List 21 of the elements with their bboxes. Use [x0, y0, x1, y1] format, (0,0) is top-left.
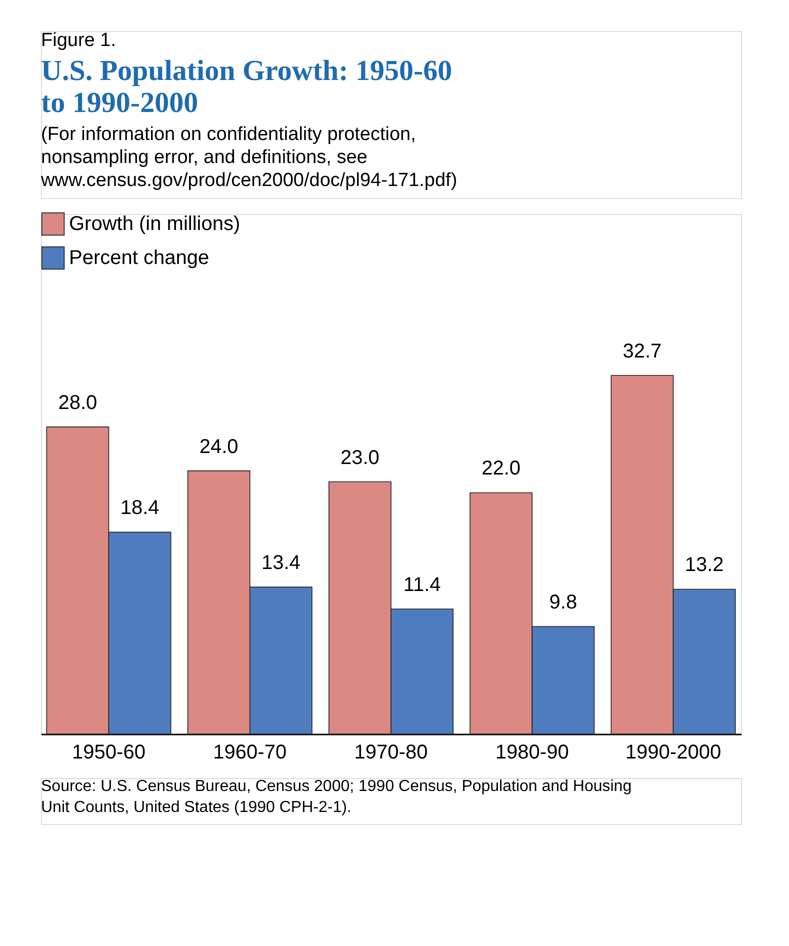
- data-label: 13.4: [261, 552, 300, 574]
- x-tick-label: 1980-90: [495, 742, 569, 764]
- x-tick-label: 1960-70: [213, 742, 287, 764]
- data-label: 32.7: [622, 340, 662, 362]
- data-label: 28.0: [58, 392, 98, 414]
- data-label: 24.0: [199, 436, 238, 458]
- chart-subtitle: (For information on confidentiality protection, nonsampling error, and definitions, see www.census.gov/prod/cen2000/doc/pl94-171.pdf): [40, 124, 458, 191]
- legend-label: Percent change: [69, 247, 210, 269]
- chart-title: U.S. Population Growth: 1950-60 to 1990-2000: [41, 55, 452, 119]
- data-label: 13.2: [684, 554, 724, 576]
- x-tick-label: 1990-2000: [625, 742, 722, 764]
- x-tick-label: 1950-60: [72, 742, 146, 764]
- source-note: Source: U.S. Census Bureau, Census 2000; 1990 Census, Population and Housing Unit Counts, United States (1990 CPH-2-1).: [41, 778, 632, 816]
- data-label: 22.0: [482, 458, 521, 480]
- data-label: 23.0: [340, 446, 380, 469]
- legend-label: Growth (in millions): [69, 213, 240, 235]
- caption: Figure 1.: [41, 30, 116, 51]
- data-label: 18.4: [120, 497, 160, 520]
- data-label: 11.4: [403, 574, 441, 596]
- x-tick-label: 1970-80: [354, 742, 428, 764]
- data-label: 9.8: [549, 592, 578, 614]
